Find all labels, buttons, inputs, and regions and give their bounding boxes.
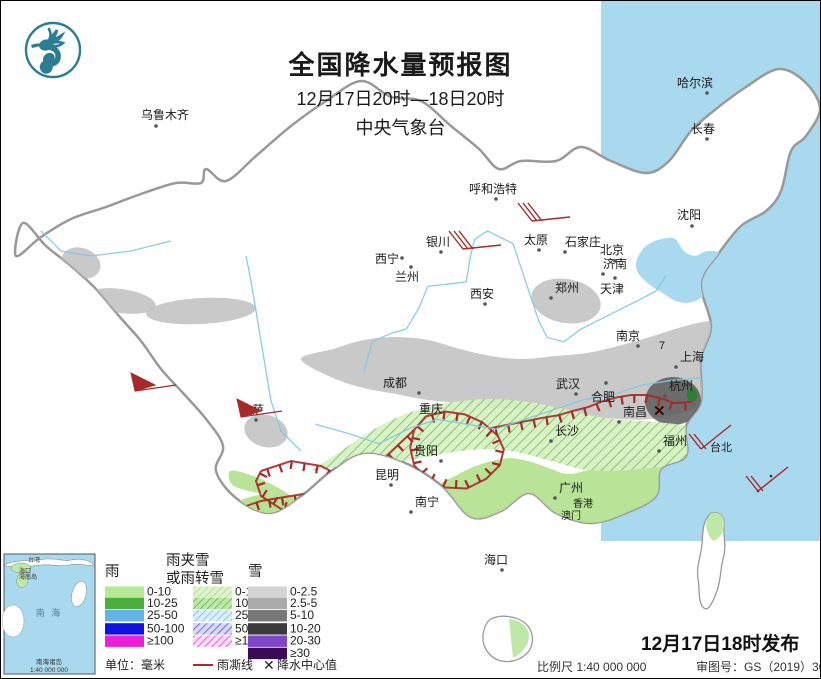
svg-text:南昌: 南昌 [623, 404, 647, 419]
svg-text:雨凘线: 雨凘线 [217, 658, 253, 672]
svg-text:武汉: 武汉 [556, 377, 580, 391]
svg-text:沈阳: 沈阳 [677, 207, 701, 222]
svg-text:成都: 成都 [383, 376, 407, 390]
svg-text:杭州: 杭州 [669, 378, 693, 393]
svg-text:南京: 南京 [616, 328, 640, 343]
svg-text:北京: 北京 [600, 243, 624, 257]
svg-text:台北: 台北 [710, 440, 732, 454]
svg-text:银川: 银川 [426, 235, 450, 249]
svg-text:海南岛: 海南岛 [19, 573, 37, 581]
svg-text:西宁: 西宁 [375, 251, 399, 266]
svg-text:雨夹雪: 雨夹雪 [166, 552, 210, 569]
svg-text:济南: 济南 [603, 256, 627, 271]
svg-text:长沙: 长沙 [555, 424, 579, 438]
svg-text:海口: 海口 [484, 552, 508, 567]
svg-text:降水中心值: 降水中心值 [277, 657, 337, 672]
svg-text:兰州: 兰州 [395, 270, 419, 284]
svg-text:上海: 上海 [680, 349, 704, 364]
svg-text:✕: ✕ [263, 657, 275, 673]
svg-text:或雨转雪: 或雨转雪 [166, 570, 224, 587]
svg-text:5-10: 5-10 [290, 608, 314, 622]
svg-text:雨: 雨 [105, 564, 120, 580]
svg-text:香港: 香港 [573, 498, 593, 510]
svg-text:南海诸岛: 南海诸岛 [36, 657, 62, 666]
svg-text:台湾: 台湾 [28, 556, 40, 564]
svg-text:25-50: 25-50 [147, 608, 178, 622]
svg-text:呼和浩特: 呼和浩特 [469, 181, 517, 196]
svg-text:单位：毫米: 单位：毫米 [105, 657, 165, 672]
svg-text:南 海: 南 海 [36, 607, 63, 618]
svg-text:天津: 天津 [600, 282, 624, 296]
svg-text:昆明: 昆明 [375, 468, 399, 482]
svg-text:福州: 福州 [663, 433, 687, 448]
svg-text:1:40 000 000: 1:40 000 000 [30, 667, 68, 674]
svg-text:广州: 广州 [559, 481, 583, 495]
svg-text:澳门: 澳门 [561, 509, 581, 522]
svg-text:≥100: ≥100 [147, 634, 174, 648]
svg-text:✕: ✕ [653, 403, 666, 420]
svg-text:南宁: 南宁 [415, 494, 439, 509]
svg-text:合肥: 合肥 [591, 389, 615, 404]
svg-text:重庆: 重庆 [419, 402, 443, 416]
svg-text:贵阳: 贵阳 [414, 444, 438, 458]
svg-text:太原: 太原 [524, 232, 548, 247]
svg-text:雪: 雪 [248, 564, 263, 580]
svg-text:7: 7 [659, 340, 665, 352]
svg-text:郑州: 郑州 [555, 280, 579, 295]
svg-text:石家庄: 石家庄 [565, 234, 601, 249]
svg-text:西安: 西安 [470, 286, 494, 301]
svg-text:海口: 海口 [19, 567, 31, 575]
